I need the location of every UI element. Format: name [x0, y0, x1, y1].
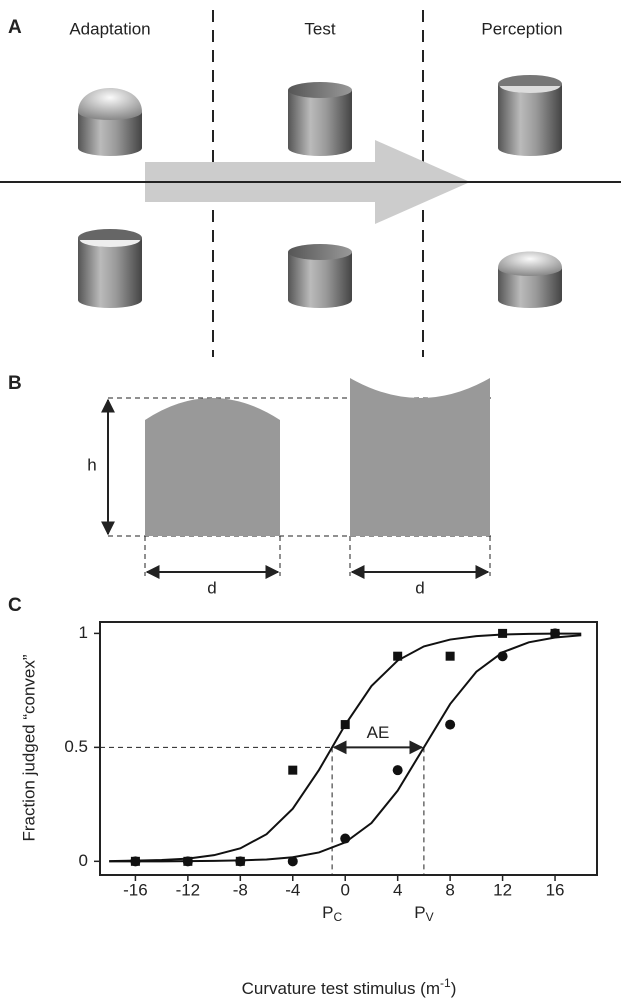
- data-point-square: [498, 628, 508, 638]
- column-label: Perception: [481, 19, 562, 38]
- width-label: d: [415, 578, 424, 597]
- panel-label: C: [8, 595, 22, 616]
- x-tick-label: -4: [285, 880, 300, 899]
- data-point-circle: [550, 628, 561, 639]
- y-tick-label: 0.5: [64, 737, 88, 756]
- y-axis-label: Fraction judged “convex”: [19, 654, 38, 841]
- x-axis-label-close: ): [451, 979, 457, 998]
- y-tick-label: 1: [79, 623, 88, 642]
- data-point-circle: [130, 856, 141, 867]
- x-tick-label: -16: [123, 880, 148, 899]
- data-point-circle: [182, 856, 193, 867]
- threshold-label: PV: [414, 903, 433, 924]
- panel-c: C Fraction judged “convex” Curvature tes…: [8, 595, 598, 998]
- column-label: Adaptation: [69, 19, 150, 38]
- data-point-square: [445, 651, 455, 661]
- data-point-circle: [392, 765, 403, 776]
- threshold-label-sub: V: [426, 910, 434, 924]
- x-tick-label: -8: [233, 880, 248, 899]
- x-tick-label: 4: [393, 880, 402, 899]
- panel-a: A Adaptation Test Perception: [0, 10, 621, 357]
- data-point-circle: [497, 651, 508, 662]
- x-tick-label: 8: [445, 880, 454, 899]
- concave-profile: [350, 378, 490, 536]
- data-point-circle: [340, 833, 351, 844]
- cylinder-convex: [78, 88, 142, 156]
- y-tick-label: 0: [79, 851, 88, 870]
- cylinder-concave: [78, 229, 142, 308]
- x-tick-label: 16: [546, 880, 565, 899]
- threshold-label-main: P: [322, 903, 333, 922]
- data-point-circle: [235, 856, 246, 867]
- data-point-square: [340, 720, 350, 730]
- threshold-label: PC: [322, 903, 342, 924]
- data-point-circle: [445, 719, 456, 730]
- threshold-label-main: P: [414, 903, 425, 922]
- cylinder-flat: [288, 82, 352, 156]
- cylinder-concave: [498, 75, 562, 156]
- x-tick-label: 12: [493, 880, 512, 899]
- x-axis-label-sup: -1: [440, 976, 451, 990]
- panel-label: B: [8, 373, 22, 394]
- column-label: Test: [304, 19, 335, 38]
- data-point-square: [393, 651, 403, 661]
- convex-profile: [145, 398, 280, 536]
- threshold-label-sub: C: [333, 910, 342, 924]
- data-point-square: [288, 765, 298, 775]
- panel-b: B h d d: [8, 373, 492, 597]
- cylinder-convex: [498, 251, 562, 308]
- x-tick-label: -12: [176, 880, 201, 899]
- width-label: d: [207, 578, 216, 597]
- effect-label: AE: [367, 723, 390, 742]
- cylinder-flat: [288, 244, 352, 308]
- x-axis-label: Curvature test stimulus (m-1): [242, 976, 457, 998]
- x-tick-label: 0: [340, 880, 349, 899]
- data-point-circle: [287, 856, 298, 867]
- height-label: h: [87, 455, 96, 474]
- panel-label: A: [8, 17, 22, 38]
- x-axis-label-text: Curvature test stimulus (m: [242, 979, 440, 998]
- plot-frame: [99, 621, 598, 876]
